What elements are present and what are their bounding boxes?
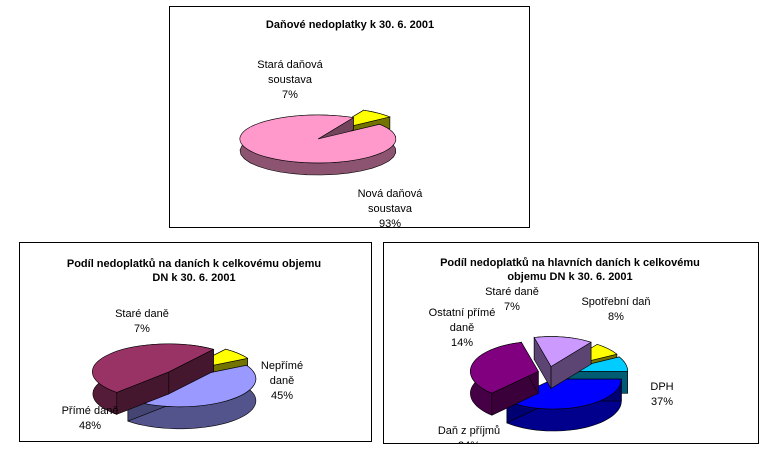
chart-title-line: Podíl nedoplatků na daních k celkovému o… bbox=[67, 258, 321, 270]
pie-slice-ostatni-prime-dane bbox=[533, 336, 592, 390]
pie-slice-dan-z-prijmu bbox=[470, 341, 539, 416]
chart-arrears-share-by-tax-group: Podíl nedoplatků na daních k celkovému o… bbox=[19, 242, 372, 442]
pie-chart-2: Podíl nedoplatků na daních k celkovému o… bbox=[62, 258, 322, 432]
pie-chart-3: Podíl nedoplatků na hlavních daních k ce… bbox=[429, 257, 700, 443]
chart-title-line: DN k 30. 6. 2001 bbox=[152, 272, 235, 284]
chart-arrears-share-main-taxes: Podíl nedoplatků na hlavních daních k ce… bbox=[383, 242, 759, 444]
pie-slice-nova-danova-soustava bbox=[239, 114, 397, 176]
slice-label-neprime-dane: Nepřímé daně 45% bbox=[261, 360, 303, 402]
slice-label-dan-z-prijmu: Daň z příjmů34% bbox=[438, 425, 500, 443]
pie-slice-prime-dane bbox=[92, 343, 215, 415]
slice-label-stare-dane: Staré daně 7% bbox=[485, 286, 539, 313]
chart-title-line: Daňové nedoplatky k 30. 6. 2001 bbox=[266, 19, 434, 31]
slice-label-stara-danova-soustava: Stará daňová soustava 7% bbox=[257, 59, 323, 101]
chart-title-line: objemu DN k 30. 6. 2001 bbox=[507, 271, 632, 283]
chart-title-line: Podíl nedoplatků na hlavních daních k ce… bbox=[440, 257, 700, 269]
pie-slice-dph bbox=[506, 378, 622, 432]
slice-label-prime-dane: Přímé daně 48% bbox=[62, 405, 119, 432]
pie-chart-1: Daňové nedoplatky k 30. 6. 2001 Stará daň… bbox=[239, 19, 434, 227]
chart-tax-arrears-total: Daňové nedoplatky k 30. 6. 2001 Stará daň… bbox=[169, 6, 530, 228]
slice-label-dph: DPH 37% bbox=[650, 381, 673, 408]
slice-label-stare-dane: Staré daně 7% bbox=[115, 308, 169, 335]
slice-label-ostatni-prime-dane: Ostatní přímé daně 14% bbox=[429, 307, 496, 349]
slice-label-spotrebni-dan: Spotřební daň 8% bbox=[581, 296, 650, 323]
slice-label-nova-danova-soustava: Nová daňová soustava 93% bbox=[358, 188, 424, 227]
